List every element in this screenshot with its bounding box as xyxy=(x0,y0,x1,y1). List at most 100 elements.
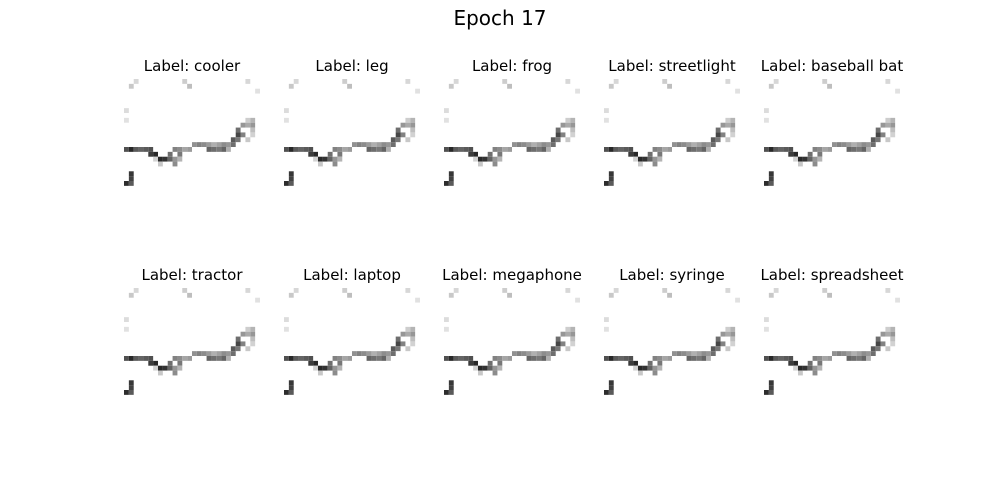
sample-pixel xyxy=(468,147,474,152)
sample-pixel xyxy=(473,156,478,162)
sample-pixel xyxy=(866,142,871,147)
sample-pixel xyxy=(681,351,687,356)
sample-pixel xyxy=(487,360,493,366)
sample-pixel xyxy=(444,108,449,113)
sample-pixel xyxy=(875,127,881,133)
sample-pixel xyxy=(235,346,241,352)
sample-pixel xyxy=(492,370,498,376)
sample-pixel xyxy=(890,331,896,337)
sample-pixel xyxy=(133,147,139,152)
sample-panel: Label: laptop xyxy=(284,266,420,442)
sample-pixel xyxy=(444,390,449,395)
sample-pixel xyxy=(478,370,483,376)
sample-pixel xyxy=(647,360,653,366)
sample-pixel xyxy=(182,79,188,84)
sample-pixel xyxy=(768,181,774,186)
sample-pixel xyxy=(672,142,677,147)
sample-pixel xyxy=(172,356,178,361)
sample-pixel xyxy=(662,79,668,84)
sample-pixel xyxy=(623,356,629,361)
sample-pixel xyxy=(167,365,173,371)
sample-pixel xyxy=(133,79,139,84)
sample-pixel xyxy=(177,360,183,366)
sample-pixel xyxy=(478,365,483,371)
sample-pixel xyxy=(618,147,624,152)
sample-pixel xyxy=(890,122,896,128)
sample-pixel xyxy=(303,147,309,152)
sample-pixel xyxy=(875,336,881,342)
sample-pixel xyxy=(128,292,134,298)
sample-pixel xyxy=(701,147,706,152)
sample-pixel xyxy=(730,341,736,347)
sample-pixel xyxy=(327,365,333,371)
sample-pixel xyxy=(337,360,343,366)
sample-pixel xyxy=(531,356,537,361)
sample-pixel xyxy=(730,336,736,342)
sample-pixel xyxy=(240,331,246,337)
sample-pixel xyxy=(676,142,682,147)
sample-pixel xyxy=(381,142,386,147)
sample-pixel xyxy=(730,326,736,332)
sample-panel: Label: megaphone xyxy=(442,266,582,442)
sample-pixel xyxy=(652,147,658,152)
sample-pixel xyxy=(541,147,546,152)
sample-pixel xyxy=(143,147,149,152)
sample-pixel xyxy=(870,351,876,356)
sample-pixel xyxy=(448,385,454,390)
sample-pixel xyxy=(647,365,653,371)
sample-pixel xyxy=(526,351,532,356)
sample-pixel xyxy=(337,365,343,371)
sample-pixel xyxy=(395,341,401,347)
sample-pixel xyxy=(148,151,154,157)
sample-pixel xyxy=(768,356,774,361)
sample-pixel xyxy=(124,317,129,322)
sample-pixel xyxy=(410,341,416,347)
sample-pixel xyxy=(158,156,163,162)
sample-pixel xyxy=(608,356,614,361)
sample-pixel xyxy=(400,132,406,138)
sample-pixel xyxy=(827,83,832,89)
sample-pixel xyxy=(866,147,871,152)
sample-pixel xyxy=(773,356,779,361)
sample-pixel xyxy=(875,137,881,143)
sample-pixel xyxy=(608,171,614,177)
sample-pixel xyxy=(448,176,454,181)
sample-pixel xyxy=(240,341,246,347)
sample-pixel xyxy=(444,317,449,322)
sample-pixel xyxy=(773,147,779,152)
sample-pixel xyxy=(322,365,328,371)
sample-pixel xyxy=(240,122,246,128)
sample-pixel xyxy=(448,380,454,386)
sample-pixel xyxy=(497,360,503,366)
sample-pixel xyxy=(565,117,571,123)
sample-pixel xyxy=(608,83,614,89)
sample-pixel xyxy=(288,181,294,186)
sample-pixel xyxy=(822,356,828,361)
sample-pixel xyxy=(187,147,192,152)
sample-pixel xyxy=(172,156,178,162)
sample-pixel xyxy=(245,346,251,352)
sample-pixel xyxy=(390,142,396,147)
sample-pixel xyxy=(604,317,609,322)
sample-pixel xyxy=(400,331,406,337)
sample-pixel xyxy=(284,117,289,123)
sample-pixel xyxy=(652,156,658,162)
sample-pixel xyxy=(284,390,289,395)
sample-pixel xyxy=(720,132,726,138)
figure-title: Epoch 17 xyxy=(453,6,547,30)
sample-pixel xyxy=(681,142,687,147)
sample-panel: Label: cooler xyxy=(124,57,260,233)
sample-pixel xyxy=(570,117,576,123)
sample-pixel xyxy=(313,365,318,371)
panel-label: Label: cooler xyxy=(143,57,241,75)
sample-pixel xyxy=(604,326,609,332)
sample-pixel xyxy=(638,365,643,371)
sample-pixel xyxy=(192,351,197,356)
sample-pixel xyxy=(410,132,416,138)
sample-pixel xyxy=(570,341,576,347)
sample-pixel xyxy=(288,147,294,152)
sample-pixel xyxy=(885,288,891,293)
sample-pixel xyxy=(783,356,789,361)
sample-pixel xyxy=(764,108,769,113)
sample-pixel xyxy=(250,132,256,138)
